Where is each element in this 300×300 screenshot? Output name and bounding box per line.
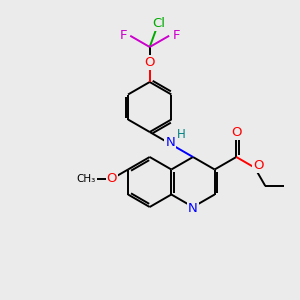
Text: N: N (188, 202, 198, 215)
Text: H: H (177, 128, 186, 141)
Text: N: N (166, 136, 175, 149)
Text: O: O (106, 172, 117, 185)
Text: O: O (144, 56, 155, 69)
Text: O: O (254, 159, 264, 172)
Text: O: O (231, 125, 242, 139)
Text: CH₃: CH₃ (77, 174, 96, 184)
Text: Cl: Cl (152, 17, 165, 30)
Text: F: F (172, 29, 180, 42)
Text: F: F (119, 29, 127, 42)
